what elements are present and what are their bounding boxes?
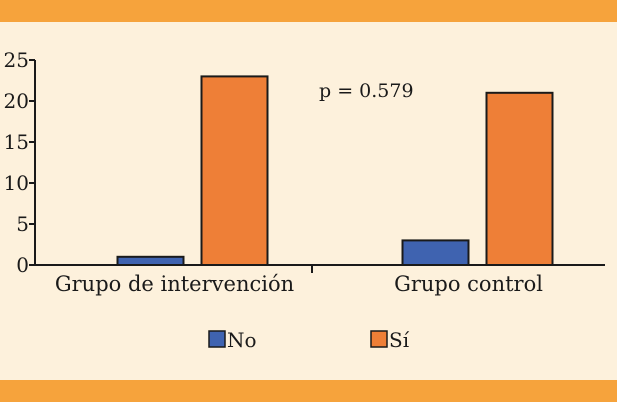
y-tick-label: 10: [4, 171, 29, 195]
y-tick-label: 5: [16, 212, 29, 236]
bar-no: [401, 239, 470, 266]
chart-bars: [116, 75, 554, 267]
legend-swatch-no: [208, 330, 226, 348]
p-value-annotation: p = 0.579: [319, 80, 414, 102]
bar-si: [200, 75, 269, 267]
legend-swatch-si: [370, 330, 388, 348]
y-tick-label: 20: [4, 89, 29, 113]
x-category-label: Grupo control: [394, 272, 543, 296]
bottom-decorative-band: [0, 380, 617, 402]
legend-label-no: No: [227, 328, 257, 352]
bar-si: [485, 91, 554, 266]
bar-no: [116, 255, 185, 266]
chart-legend: No Sí: [208, 328, 410, 352]
x-category-label: Grupo de intervención: [55, 272, 294, 296]
legend-label-si: Sí: [389, 328, 410, 352]
y-tick-label: 15: [4, 130, 29, 154]
y-tick-label: 0: [16, 253, 29, 277]
y-tick-label: 25: [4, 48, 29, 72]
chart-labels: 0 5 10 15 20 25 Grupo de intervención Grupo con…: [4, 48, 544, 296]
top-decorative-band: [0, 0, 617, 22]
